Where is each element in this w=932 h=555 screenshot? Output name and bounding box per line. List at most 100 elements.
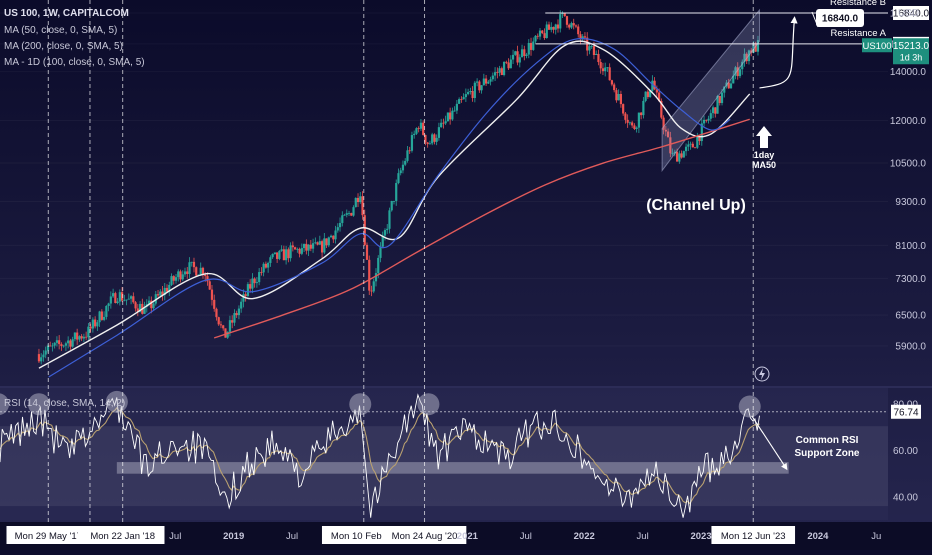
candle-body — [334, 230, 337, 240]
candle-body — [192, 261, 196, 268]
candle-body — [249, 284, 252, 289]
candle-body — [693, 147, 697, 149]
rsi-tick-label: 40.00 — [893, 492, 918, 503]
ma200-legend[interactable]: MA (200, close, 0, SMA, 5) — [4, 41, 123, 52]
candle-body — [154, 294, 157, 304]
candle-body — [186, 271, 189, 275]
candle-body — [136, 308, 139, 313]
candle-body — [42, 354, 45, 358]
candle-body — [675, 151, 679, 162]
ma-1d-legend[interactable]: MA - 1D (100, close, 0, SMA, 5) — [4, 57, 145, 68]
candle-body — [754, 43, 757, 52]
candle-body — [44, 350, 47, 355]
candle-body — [622, 104, 625, 114]
candle-body — [85, 336, 88, 338]
candle-body — [422, 122, 425, 135]
candle-body — [179, 271, 182, 280]
candle-body — [462, 97, 465, 100]
candle-body — [543, 33, 546, 39]
candle-body — [64, 343, 68, 346]
candle-body — [40, 357, 43, 362]
ma50-legend[interactable]: MA (50, close, 0, SMA, 5) — [4, 25, 118, 36]
time-tick-label: Jul — [637, 531, 649, 542]
candle-body — [82, 336, 85, 339]
candle-body — [505, 61, 508, 63]
price-badge-box — [893, 38, 929, 65]
candle-body — [410, 135, 414, 151]
candle-body — [437, 127, 441, 138]
candle-body — [471, 91, 474, 99]
candle-body — [646, 91, 649, 97]
candle-body — [640, 112, 643, 116]
candle-body — [527, 42, 530, 55]
candle-body — [388, 210, 391, 229]
flash-icon-bolt — [759, 368, 765, 380]
candle-body — [588, 46, 591, 51]
resistance-a-label: Resistance A — [831, 28, 887, 39]
candle-body — [455, 103, 458, 111]
candle-body — [401, 164, 405, 171]
rsi-current-box — [891, 404, 921, 419]
candle-body — [80, 336, 83, 339]
candle-body — [433, 134, 436, 142]
candle-body — [577, 26, 580, 35]
candle-body — [707, 118, 710, 121]
candle-body — [273, 252, 276, 254]
candle-body — [426, 142, 429, 145]
candle-body — [698, 136, 701, 142]
price-badge-countdown: 1d 3h — [900, 52, 923, 62]
candle-body — [590, 46, 593, 47]
candle-body — [631, 122, 634, 126]
candle-body — [244, 294, 247, 297]
candle-body — [338, 222, 342, 228]
candle-body — [58, 340, 61, 345]
candle-body — [496, 72, 499, 73]
candle-body — [150, 300, 153, 309]
candle-body — [190, 261, 193, 263]
time-tick-label: 2023 — [690, 531, 711, 542]
flash-icon[interactable] — [754, 366, 770, 382]
price-badge-symbol-box — [862, 38, 892, 53]
candle-body — [756, 40, 760, 52]
candle-body — [408, 150, 411, 152]
candle-body — [669, 137, 672, 154]
candle-body — [327, 237, 330, 246]
candle-body — [67, 340, 70, 344]
candle-body — [159, 291, 162, 296]
candle-body — [195, 267, 198, 276]
rsi-peak-highlight — [417, 393, 440, 416]
candle-body — [91, 319, 94, 329]
candle-body — [183, 271, 187, 275]
candle-body — [666, 131, 670, 138]
candle-body — [107, 303, 110, 306]
chart-title: US 100, 1W, CAPITALCOM — [4, 8, 129, 19]
candle-body — [397, 173, 400, 184]
price-tick-label: 7300.0 — [895, 274, 926, 285]
candle-body — [383, 230, 387, 236]
candle-body — [347, 213, 351, 214]
candle-body — [442, 122, 445, 124]
time-tick-label: Jul — [169, 531, 181, 542]
candle-body — [118, 292, 121, 302]
candle-body — [720, 92, 724, 103]
candle-body — [574, 25, 578, 27]
time-tick-box — [382, 526, 467, 544]
rsi-legend[interactable]: RSI (14, close, SMA, 14, 2) — [4, 398, 126, 409]
projection-curve — [759, 16, 798, 89]
candle-body — [680, 153, 683, 158]
candle-body — [702, 119, 706, 124]
candle-body — [253, 278, 256, 284]
candle-body — [343, 214, 346, 216]
candle-body — [671, 153, 674, 155]
candle-body — [377, 257, 380, 274]
candle-body — [222, 325, 225, 329]
price-tick-label: 5900.0 — [895, 341, 926, 352]
candle-body — [356, 197, 360, 203]
candle-body — [545, 24, 548, 39]
candle-body — [354, 197, 357, 208]
candle-body — [76, 332, 79, 340]
rsi-current-value: 76.74 — [893, 407, 918, 418]
channel-up-annotation: (Channel Up) — [646, 197, 746, 214]
candle-body — [156, 294, 160, 296]
